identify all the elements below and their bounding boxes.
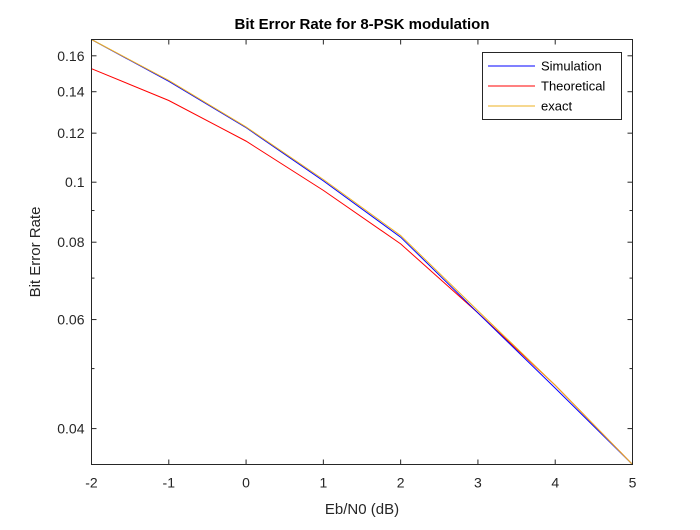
y-tick-label: 0.16 (57, 48, 84, 64)
x-tick-label: 4 (551, 475, 559, 491)
y-tick-label: 0.04 (57, 421, 84, 437)
y-tick-label: 0.14 (57, 84, 84, 100)
legend-label-exact: exact (541, 99, 572, 114)
x-tick-label: 5 (629, 475, 637, 491)
legend-label-simulation: Simulation (541, 59, 602, 74)
chart-title: Bit Error Rate for 8-PSK modulation (234, 16, 489, 33)
y-tick-label: 0.08 (57, 234, 84, 250)
x-tick-label: -2 (85, 475, 98, 491)
legend-label-theoretical: Theoretical (541, 79, 605, 94)
y-tick-label: 0.12 (57, 125, 84, 141)
y-tick-label: 0.06 (57, 312, 84, 328)
x-tick-label: 1 (319, 475, 327, 491)
x-tick-label: -1 (163, 475, 176, 491)
series-line-simulation (91, 39, 633, 465)
x-tick-label: 0 (242, 475, 250, 491)
tick-layer: -2 -1 0 1 2 3 4 5 0.04 0.06 0.08 0.1 0.12 0.14 0.16 (57, 39, 637, 491)
x-tick-label: 2 (397, 475, 405, 491)
x-tick-label: 3 (474, 475, 482, 491)
series-line-exact (91, 39, 633, 465)
series-layer (91, 39, 633, 465)
plot-frame (91, 39, 633, 465)
legend: Simulation Theoretical exact (482, 52, 622, 120)
y-axis-label: Bit Error Rate (27, 207, 44, 298)
y-tick-label: 0.1 (65, 174, 85, 190)
x-axis-label: Eb/N0 (dB) (325, 501, 399, 518)
